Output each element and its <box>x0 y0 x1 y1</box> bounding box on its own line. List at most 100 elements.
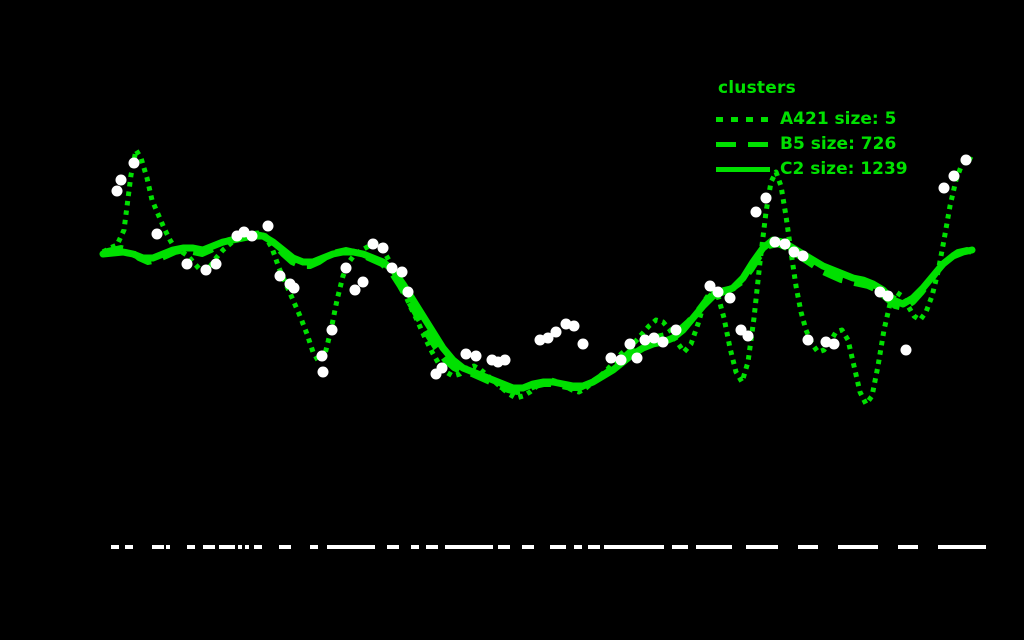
rug-mark <box>258 545 262 549</box>
rug-mark <box>652 545 656 549</box>
scatter-point <box>828 338 840 350</box>
rug-mark <box>850 545 854 549</box>
rug-mark <box>314 545 318 549</box>
rug-mark <box>648 545 652 549</box>
rug-mark <box>498 545 502 549</box>
rug-mark <box>453 545 457 549</box>
scatter-point <box>670 324 682 336</box>
rug-mark <box>770 545 774 549</box>
scatter-layer <box>111 154 972 380</box>
rug-mark <box>954 545 958 549</box>
rug-mark <box>359 545 363 549</box>
rug-mark <box>838 545 842 549</box>
rug-mark <box>982 545 986 549</box>
scatter-point <box>788 246 800 258</box>
rug-mark <box>962 545 966 549</box>
rug-mark <box>231 545 235 549</box>
scatter-point <box>460 348 472 360</box>
scatter-point <box>605 352 617 364</box>
scatter-point <box>340 262 352 274</box>
rug-mark <box>485 545 489 549</box>
rug-mark <box>367 545 371 549</box>
scatter-point <box>742 330 754 342</box>
scatter-point <box>704 280 716 292</box>
rug-mark <box>426 545 430 549</box>
legend-item-a421[interactable]: A421 size: 5 <box>712 106 927 131</box>
scatter-point <box>115 174 127 186</box>
scatter-point <box>779 238 791 250</box>
rug-mark <box>387 545 391 549</box>
rug-mark <box>942 545 946 549</box>
rug-mark <box>750 545 754 549</box>
series-line-2 <box>99 232 976 392</box>
rug-mark <box>588 545 592 549</box>
scatter-point <box>550 326 562 338</box>
rug-mark <box>481 545 485 549</box>
legend-label-a421: A421 size: 5 <box>780 108 897 129</box>
rug-mark <box>700 545 704 549</box>
rug-mark <box>526 545 530 549</box>
scatter-point <box>396 266 408 278</box>
rug-mark <box>223 545 227 549</box>
scatter-point <box>317 366 329 378</box>
rug-mark <box>720 545 724 549</box>
scatter-point <box>210 258 222 270</box>
rug-mark <box>846 545 850 549</box>
scatter-point <box>288 282 300 294</box>
rug-mark <box>766 545 770 549</box>
rug-mark <box>774 545 778 549</box>
scatter-point <box>377 242 389 254</box>
rug-mark <box>596 545 600 549</box>
rug-mark <box>854 545 858 549</box>
rug-mark <box>558 545 562 549</box>
rug-mark <box>156 545 160 549</box>
rug-mark <box>708 545 712 549</box>
rug-mark <box>351 545 355 549</box>
series-layer <box>99 147 976 407</box>
scatter-point <box>262 220 274 232</box>
rug-mark <box>858 545 862 549</box>
legend-item-c2[interactable]: C2 size: 1239 <box>712 156 927 181</box>
scatter-point <box>111 185 123 197</box>
rug-mark <box>974 545 978 549</box>
rug-mark <box>914 545 918 549</box>
rug-mark <box>245 545 249 549</box>
rug-mark <box>874 545 878 549</box>
rug-mark <box>227 545 231 549</box>
scatter-point <box>470 350 482 362</box>
rug-mark <box>279 545 283 549</box>
rug-mark <box>842 545 846 549</box>
scatter-point <box>648 332 660 344</box>
legend: clusters A421 size: 5 B5 size: 726 C2 si… <box>712 78 927 181</box>
scatter-point <box>938 182 950 194</box>
rug-mark <box>211 545 215 549</box>
rug-mark <box>477 545 481 549</box>
scatter-point <box>760 192 772 204</box>
scatter-point <box>900 344 912 356</box>
scatter-point <box>802 334 814 346</box>
scatter-point <box>542 332 554 344</box>
rug-mark <box>554 545 558 549</box>
rug-mark <box>712 545 716 549</box>
rug-layer <box>111 545 986 549</box>
rug-mark <box>910 545 914 549</box>
scatter-point <box>200 264 212 276</box>
rug-mark <box>219 545 223 549</box>
rug-mark <box>457 545 461 549</box>
rug-mark <box>870 545 874 549</box>
dotted-line-swatch <box>712 110 774 128</box>
rug-mark <box>814 545 818 549</box>
rug-mark <box>111 545 115 549</box>
scatter-point <box>246 230 258 242</box>
scatter-point <box>577 338 589 350</box>
rug-mark <box>411 545 415 549</box>
legend-item-b5[interactable]: B5 size: 726 <box>712 131 927 156</box>
dashed-line-swatch <box>712 135 774 153</box>
rug-mark <box>238 545 242 549</box>
rug-mark <box>762 545 766 549</box>
rug-mark <box>449 545 453 549</box>
scatter-point <box>948 170 960 182</box>
rug-mark <box>612 545 616 549</box>
rug-mark <box>160 545 164 549</box>
